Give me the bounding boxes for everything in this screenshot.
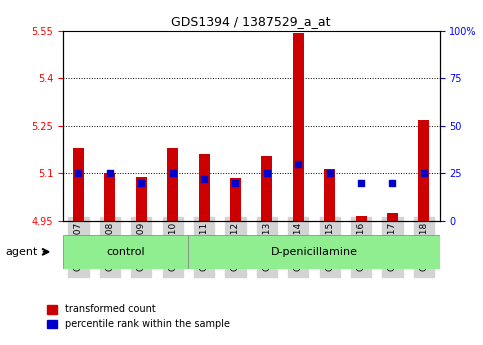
Bar: [387, 213, 398, 221]
Point: [106, 171, 114, 176]
FancyBboxPatch shape: [188, 235, 440, 269]
Point: [263, 171, 271, 176]
Text: agent: agent: [5, 247, 38, 257]
Bar: [104, 174, 115, 221]
Point: [169, 171, 177, 176]
Point: [138, 180, 145, 186]
Bar: [261, 156, 272, 221]
Point: [232, 180, 240, 186]
Bar: [355, 216, 367, 221]
Point: [200, 176, 208, 182]
Bar: [324, 169, 335, 221]
Legend: transformed count, percentile rank within the sample: transformed count, percentile rank withi…: [43, 300, 234, 333]
Bar: [418, 120, 429, 221]
Point: [420, 171, 428, 176]
Bar: [167, 148, 178, 221]
Bar: [73, 148, 84, 221]
Point: [389, 180, 397, 186]
Point: [74, 171, 82, 176]
Bar: [199, 154, 210, 221]
Bar: [293, 33, 304, 221]
FancyBboxPatch shape: [63, 235, 188, 269]
Point: [357, 180, 365, 186]
Text: control: control: [106, 247, 145, 257]
Point: [295, 161, 302, 167]
Point: [326, 171, 333, 176]
Bar: [136, 177, 147, 221]
Title: GDS1394 / 1387529_a_at: GDS1394 / 1387529_a_at: [171, 16, 331, 29]
Text: D-penicillamine: D-penicillamine: [270, 247, 357, 257]
Bar: [230, 178, 241, 221]
